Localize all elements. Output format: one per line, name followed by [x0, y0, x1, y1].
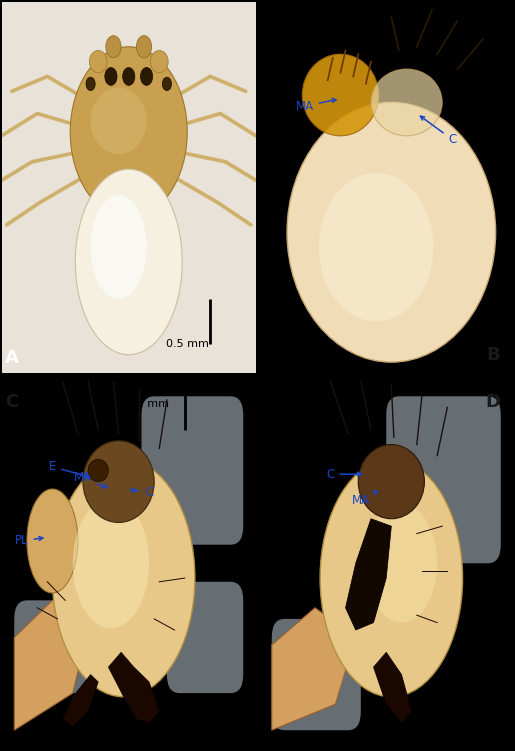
Ellipse shape — [88, 460, 108, 481]
Text: C: C — [5, 393, 19, 411]
Polygon shape — [108, 653, 159, 722]
Text: E: E — [49, 460, 89, 478]
FancyBboxPatch shape — [142, 397, 243, 544]
Circle shape — [162, 77, 171, 91]
Ellipse shape — [302, 54, 379, 136]
FancyBboxPatch shape — [386, 397, 501, 563]
Text: PL: PL — [15, 535, 43, 547]
Text: A: A — [5, 349, 19, 367]
Ellipse shape — [73, 499, 149, 628]
FancyBboxPatch shape — [167, 582, 243, 693]
Ellipse shape — [83, 441, 154, 523]
Text: 0.1 mm: 0.1 mm — [286, 35, 329, 44]
Ellipse shape — [319, 173, 433, 321]
Text: D: D — [486, 393, 501, 411]
Ellipse shape — [53, 460, 195, 697]
Text: MA: MA — [352, 491, 377, 507]
Text: MA: MA — [296, 98, 336, 113]
Ellipse shape — [27, 489, 78, 593]
Polygon shape — [373, 653, 411, 722]
Circle shape — [123, 68, 135, 86]
Polygon shape — [14, 600, 91, 730]
Ellipse shape — [287, 102, 495, 362]
Ellipse shape — [75, 169, 182, 354]
Text: C: C — [326, 468, 362, 481]
Polygon shape — [63, 674, 98, 726]
Text: 0.25 mm: 0.25 mm — [119, 399, 169, 409]
Ellipse shape — [371, 69, 442, 136]
Circle shape — [86, 77, 95, 91]
Circle shape — [105, 68, 117, 86]
Text: MA: MA — [74, 472, 107, 487]
Ellipse shape — [91, 88, 147, 155]
Ellipse shape — [136, 35, 151, 58]
Circle shape — [141, 68, 152, 86]
Ellipse shape — [150, 50, 168, 73]
Text: B: B — [486, 345, 500, 363]
FancyBboxPatch shape — [14, 600, 91, 693]
Ellipse shape — [320, 460, 462, 697]
Ellipse shape — [70, 47, 187, 218]
Text: 0.5 mm: 0.5 mm — [166, 339, 209, 348]
Ellipse shape — [358, 445, 424, 519]
Ellipse shape — [106, 35, 121, 58]
Ellipse shape — [89, 50, 107, 73]
Ellipse shape — [91, 195, 147, 299]
Ellipse shape — [366, 504, 437, 623]
Polygon shape — [272, 608, 356, 730]
Polygon shape — [346, 519, 391, 630]
Text: C: C — [420, 116, 456, 146]
FancyBboxPatch shape — [272, 619, 361, 730]
Text: C: C — [131, 486, 153, 499]
